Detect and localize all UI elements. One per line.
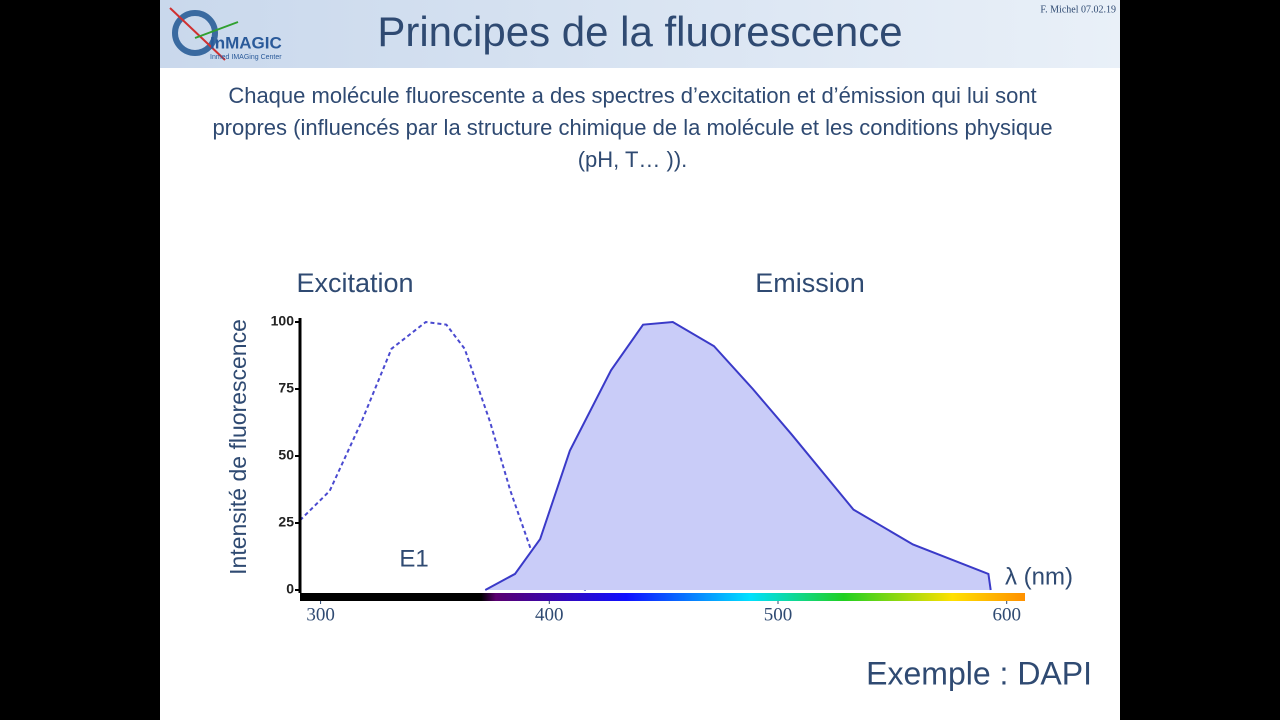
y-tick-label: 100	[271, 313, 295, 329]
y-axis-label: Intensité de fluorescence	[225, 319, 251, 575]
annotation: Emission	[755, 268, 865, 298]
annotation: E1	[399, 545, 428, 572]
y-tick-label: 25	[278, 514, 294, 530]
logo-line	[194, 21, 239, 39]
title: Principes de la fluorescence	[377, 8, 902, 55]
logo-ring	[172, 10, 218, 56]
paragraph: Chaque molécule fluorescente a des spect…	[212, 83, 1053, 172]
y-tick-label: 50	[278, 447, 294, 463]
area	[485, 322, 991, 590]
x-axis-label: λ (nm)	[1005, 563, 1073, 590]
spectrum-bar	[300, 593, 1025, 601]
line	[299, 320, 587, 591]
author: F. Michel 07.02.19	[1040, 4, 1116, 15]
logo-subtitle: Inmed IMAGing Center	[210, 54, 282, 61]
y-tick-label: 0	[286, 581, 294, 597]
logo-line	[169, 7, 226, 61]
y-tick-label: 75	[278, 380, 294, 396]
x-tick-label: 500	[764, 604, 793, 625]
example: Exemple : DAPI	[866, 655, 1092, 691]
header-band	[160, 0, 1120, 68]
plot: 0 25 50 75 100 300 400 500 600	[271, 313, 1025, 625]
line	[484, 320, 992, 591]
x-tick-label: 300	[306, 604, 335, 625]
x-tick-label: 600	[992, 604, 1021, 625]
annotation: Excitation	[296, 268, 413, 298]
logo-text: InMAGIC	[210, 33, 282, 52]
x-tick-label: 400	[535, 604, 564, 625]
